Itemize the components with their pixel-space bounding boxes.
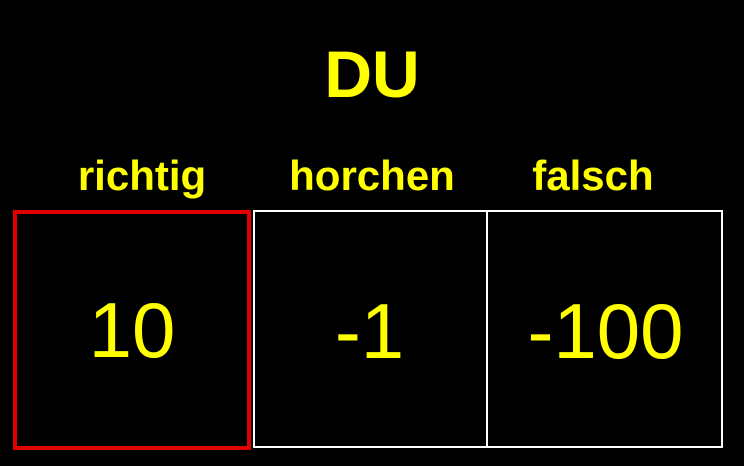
column-label-horchen: horchen bbox=[289, 152, 455, 199]
diagram-title: DU bbox=[324, 37, 420, 111]
grid-divider bbox=[486, 210, 488, 448]
value-richtig: 10 bbox=[88, 285, 176, 374]
value-cell-falsch: -100 bbox=[488, 214, 723, 448]
column-label-falsch: falsch bbox=[532, 152, 654, 199]
value-falsch: -100 bbox=[527, 286, 684, 375]
value-cell-richtig: 10 bbox=[13, 210, 251, 450]
value-grid bbox=[253, 210, 723, 448]
value-horchen: -1 bbox=[334, 286, 405, 375]
value-cell-horchen: -1 bbox=[253, 214, 486, 448]
column-label-richtig: richtig bbox=[77, 152, 207, 199]
